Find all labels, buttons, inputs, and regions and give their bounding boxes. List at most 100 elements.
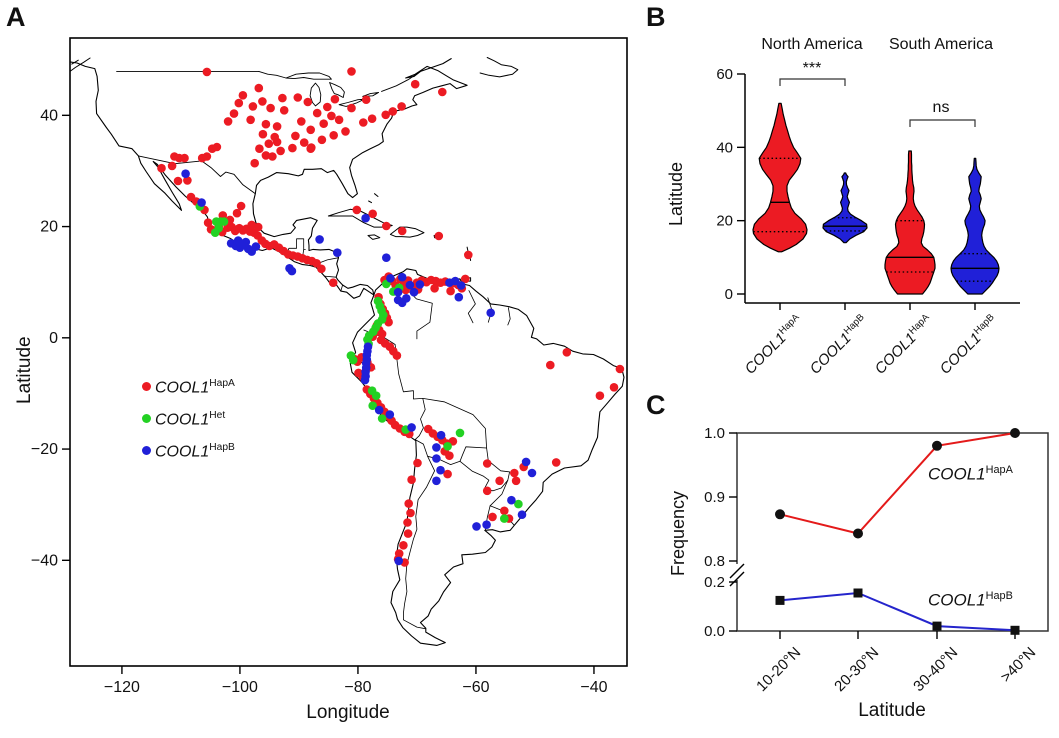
map-point-hapA bbox=[397, 102, 406, 111]
violin-3 bbox=[884, 150, 936, 295]
bahamas-island bbox=[374, 193, 379, 197]
map-point-hapB bbox=[385, 410, 395, 419]
y-tick-label: 40 bbox=[40, 107, 58, 124]
map-point-hapA bbox=[323, 102, 332, 112]
map-point-hapA bbox=[403, 529, 413, 538]
pacific-island bbox=[71, 59, 79, 65]
freq-marker-square bbox=[1010, 625, 1020, 635]
map-point-hapB bbox=[382, 253, 391, 262]
map-point-hapB bbox=[287, 266, 297, 276]
map-point-hapA bbox=[392, 351, 402, 360]
axis-break-slash bbox=[729, 571, 745, 587]
map-point-hapA bbox=[229, 109, 239, 118]
map-point-hapA bbox=[399, 541, 408, 550]
map-point-hapA bbox=[330, 94, 340, 104]
map-point-hapA bbox=[445, 451, 454, 461]
freq-y-tick-label: 0.2 bbox=[704, 574, 725, 591]
map-point-hapA bbox=[404, 499, 414, 508]
map-point-het bbox=[210, 228, 220, 237]
map-point-hapA bbox=[183, 176, 192, 185]
y-tick-label: 20 bbox=[40, 219, 58, 236]
map-point-hapA bbox=[291, 131, 300, 141]
country-border bbox=[394, 344, 424, 400]
freq-marker-circle bbox=[1010, 428, 1020, 438]
x-tick-label: −80 bbox=[344, 679, 371, 696]
freq-y-tick-label: 0.0 bbox=[704, 623, 725, 640]
panel-c-letter: C bbox=[646, 390, 666, 420]
map-point-hapA bbox=[329, 131, 339, 140]
country-border bbox=[340, 284, 343, 292]
map-point-hapA bbox=[276, 146, 285, 156]
bahamas-island bbox=[368, 200, 372, 204]
x-tick-label: −60 bbox=[462, 679, 489, 696]
map-point-hapA bbox=[347, 103, 356, 113]
map-legend-item-hapa: COOL1HapA bbox=[142, 378, 235, 397]
map-point-hapA bbox=[268, 152, 277, 161]
map-point-hapA bbox=[264, 139, 274, 148]
axis-break-slash bbox=[729, 563, 745, 579]
map-point-hapA bbox=[202, 67, 212, 77]
map-point-hapA bbox=[297, 117, 306, 126]
coastline bbox=[252, 58, 468, 296]
map-point-hapA bbox=[511, 476, 521, 486]
map-point-hapA bbox=[167, 161, 177, 171]
st-lawrence-river bbox=[381, 72, 419, 92]
map-point-hapA bbox=[430, 284, 439, 293]
map-point-hapB bbox=[386, 274, 395, 283]
map-point-hapB bbox=[374, 405, 384, 415]
country-border bbox=[403, 455, 435, 630]
map-point-hapA bbox=[461, 274, 470, 284]
panel-b-letter: B bbox=[646, 2, 666, 32]
map-point-hapA bbox=[368, 209, 378, 219]
map-point-hapA bbox=[261, 119, 271, 129]
violin-group-title-north-america: North America bbox=[761, 36, 863, 53]
map-point-hapA bbox=[306, 125, 316, 135]
series-label-hapB: COOL1HapB bbox=[928, 590, 1013, 610]
freq-line-hapA bbox=[779, 432, 1016, 535]
x-tick-label: −120 bbox=[104, 679, 140, 696]
map-point-hapB bbox=[397, 272, 407, 282]
map-point-hapA bbox=[253, 222, 263, 232]
map-point-hapA bbox=[384, 317, 393, 327]
x-tick-label: −40 bbox=[580, 679, 607, 696]
map-point-het bbox=[348, 355, 358, 365]
freq-marker-square bbox=[932, 621, 942, 631]
map-point-hapA bbox=[317, 135, 327, 145]
map-point-hapB bbox=[402, 294, 411, 303]
map-point-hapA bbox=[317, 264, 326, 274]
map-point-hapA bbox=[272, 122, 282, 131]
map-point-hapB bbox=[454, 292, 464, 302]
violin-2 bbox=[822, 172, 868, 244]
map-point-hapB bbox=[415, 280, 425, 289]
map-point-hapA bbox=[258, 97, 267, 106]
map-point-hapB bbox=[181, 169, 190, 178]
country-border bbox=[459, 446, 487, 462]
border-connector bbox=[258, 70, 287, 79]
country-border bbox=[422, 398, 487, 449]
map-point-hapA bbox=[407, 475, 416, 485]
map-point-hapB bbox=[486, 308, 496, 318]
lake-superior bbox=[285, 72, 332, 80]
map-point-hapA bbox=[562, 348, 572, 357]
map-point-hapA bbox=[254, 83, 264, 93]
country-border bbox=[467, 290, 476, 324]
map-point-hapA bbox=[410, 79, 420, 89]
freq-y-tick-label: 1.0 bbox=[704, 425, 725, 442]
map-point-hapB bbox=[451, 276, 460, 286]
map-point-hapB bbox=[360, 375, 370, 385]
map-point-hapB bbox=[507, 495, 516, 505]
violin-4 bbox=[950, 157, 1000, 295]
newfoundland bbox=[479, 57, 519, 78]
map-point-hapB bbox=[409, 287, 419, 297]
map-point-hapA bbox=[551, 458, 561, 467]
freq-marker-circle bbox=[932, 440, 942, 451]
map-point-hapA bbox=[406, 508, 415, 518]
map-point-hapA bbox=[546, 360, 555, 370]
freq-x-axis-title: Latitude bbox=[858, 700, 926, 721]
violin-y-axis-title: Latitude bbox=[666, 161, 686, 226]
map-point-hapA bbox=[464, 250, 473, 260]
map-point-het bbox=[500, 514, 509, 523]
map-point-hapB bbox=[521, 457, 531, 467]
map-point-het bbox=[377, 414, 387, 423]
